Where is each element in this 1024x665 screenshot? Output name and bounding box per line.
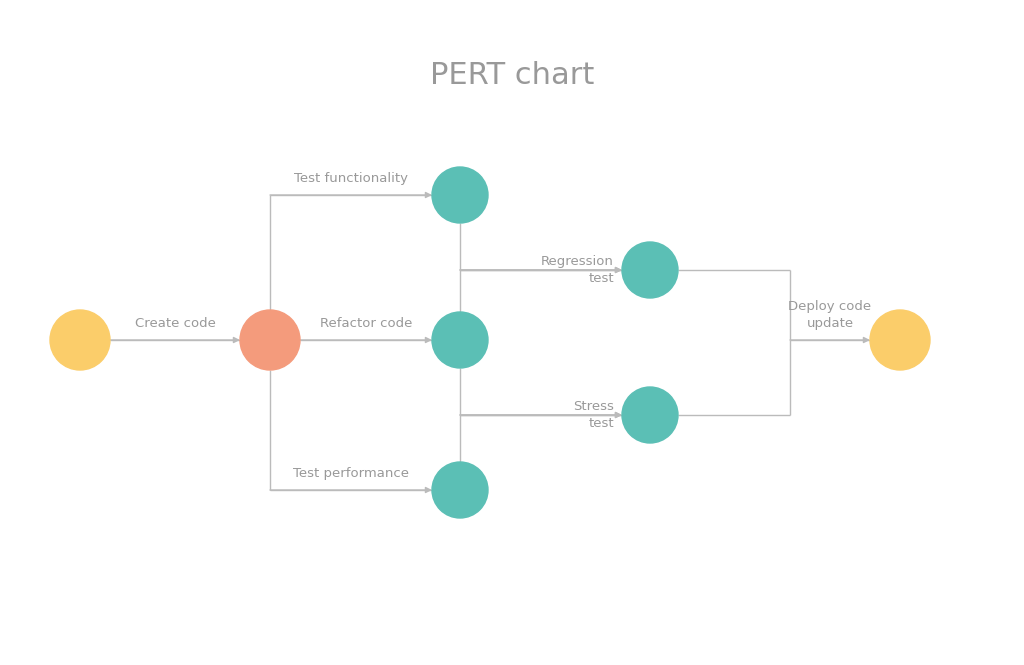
Text: Deploy code
update: Deploy code update xyxy=(788,300,871,330)
Text: Test functionality: Test functionality xyxy=(294,172,408,185)
Text: Regression
test: Regression test xyxy=(541,255,614,285)
Text: Refactor code: Refactor code xyxy=(319,317,413,330)
Circle shape xyxy=(432,312,488,368)
Text: PERT chart: PERT chart xyxy=(430,61,594,90)
Circle shape xyxy=(870,310,930,370)
Text: Test performance: Test performance xyxy=(293,467,409,480)
Circle shape xyxy=(240,310,300,370)
Circle shape xyxy=(432,167,488,223)
Circle shape xyxy=(622,242,678,298)
Circle shape xyxy=(50,310,110,370)
Circle shape xyxy=(622,387,678,443)
Text: Stress
test: Stress test xyxy=(573,400,614,430)
Circle shape xyxy=(432,462,488,518)
Text: Create code: Create code xyxy=(134,317,215,330)
